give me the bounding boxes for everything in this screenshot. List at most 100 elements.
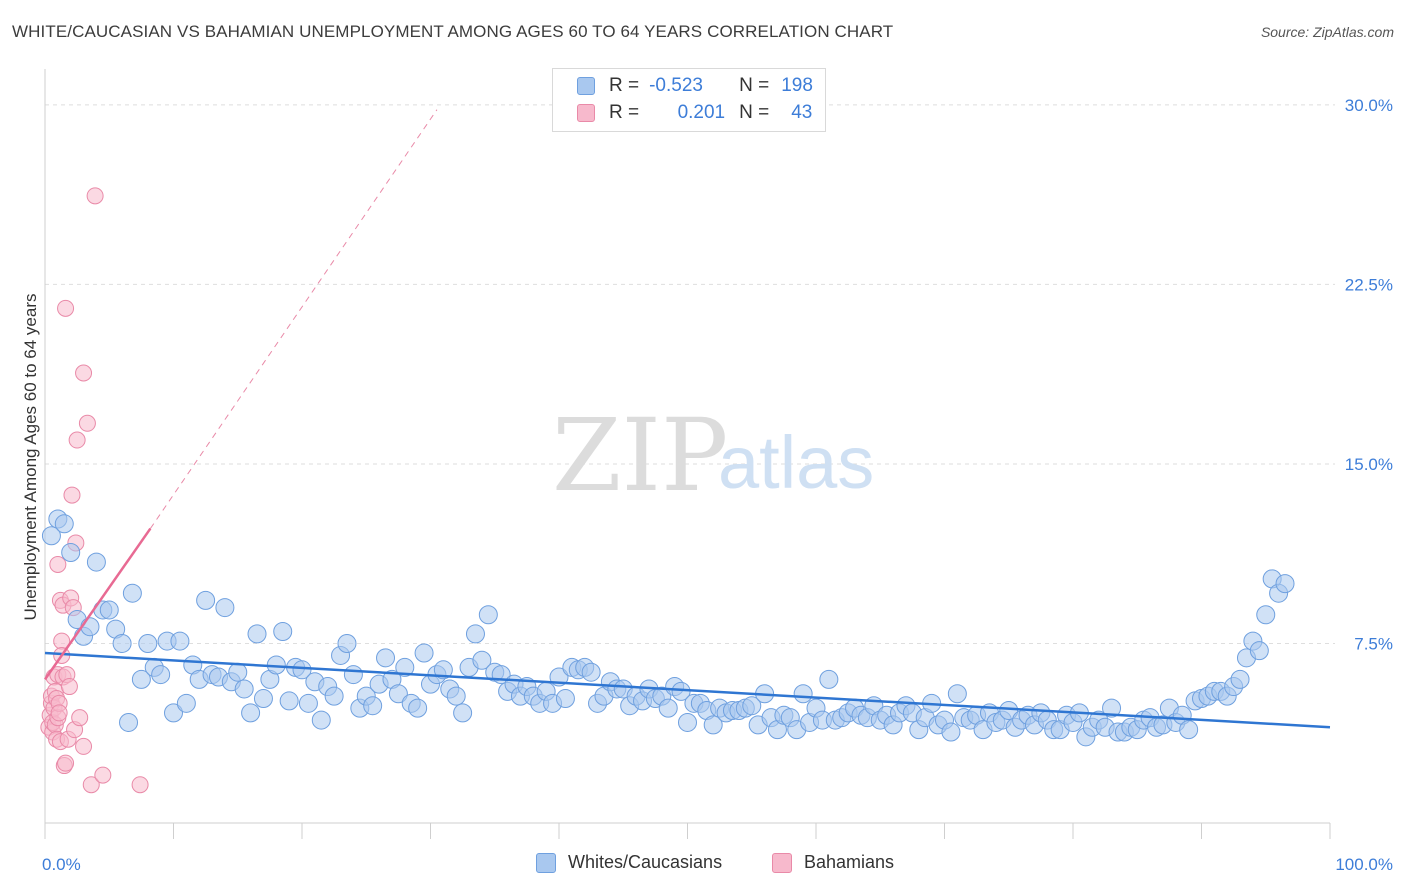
white-data-point	[465, 624, 485, 644]
white-points	[41, 509, 1295, 747]
bahamian-legend-icon	[772, 852, 792, 873]
bahamian-data-point	[50, 704, 68, 722]
bahamian-data-point	[82, 776, 100, 794]
y-axis-label: Unemployment Among Ages 60 to 64 years	[21, 294, 40, 621]
legend-item-white: Whites/Caucasians	[536, 852, 722, 873]
white-data-point	[581, 662, 601, 682]
white-data-point	[363, 696, 383, 716]
y-tick-labels: 7.5% 15.0% 22.5% 30.0%	[1345, 96, 1393, 654]
legend-r-value: -0.523	[649, 75, 703, 96]
white-data-point	[234, 679, 254, 699]
legend-white-label: Whites/Caucasians	[568, 852, 723, 872]
white-data-point	[41, 526, 61, 546]
white-data-point	[941, 722, 961, 742]
x-tick-label: 0.0%	[42, 855, 81, 874]
white-data-point	[122, 583, 142, 603]
bahamian-data-point	[78, 414, 96, 432]
white-data-point	[1256, 605, 1276, 625]
x-tick-labels: 0.0% 100.0%	[42, 855, 1393, 874]
white-data-point	[164, 703, 183, 723]
watermark-atlas: atlas	[718, 421, 874, 504]
white-data-point	[292, 660, 312, 680]
white-data-point	[61, 543, 81, 563]
white-data-point	[112, 633, 132, 653]
legend-bahamian-label: Bahamians	[804, 852, 895, 872]
white-swatch-icon	[577, 77, 595, 95]
white-data-point	[247, 624, 267, 644]
correlation-legend: R = -0.523 N = 198 R = 0.201 N = 43	[552, 68, 826, 132]
white-data-point	[819, 669, 839, 689]
white-data-point	[703, 715, 723, 735]
bahamian-data-point	[75, 737, 93, 755]
legend-row-white: R = -0.523 N = 198	[577, 73, 813, 99]
white-legend-icon	[536, 852, 556, 873]
y-tick-label: 30.0%	[1345, 96, 1393, 115]
bahamian-data-point	[68, 431, 86, 449]
white-data-point	[131, 669, 151, 689]
series-legend: Whites/Caucasians Bahamians	[0, 852, 1406, 878]
bahamian-data-point	[71, 709, 89, 727]
bahamian-trendline	[43, 527, 152, 681]
watermark-zip: ZIP	[552, 397, 728, 514]
bahamian-data-point	[57, 754, 75, 772]
white-data-point	[170, 631, 190, 651]
white-data-point	[446, 686, 466, 706]
white-data-point	[215, 598, 235, 618]
white-data-point	[298, 693, 318, 713]
white-data-point	[1179, 720, 1199, 740]
white-data-point	[228, 662, 248, 682]
white-data-point	[433, 660, 453, 680]
bahamian-points	[40, 187, 149, 794]
gridlines	[45, 104, 1335, 644]
white-data-point	[54, 514, 74, 534]
chart-title: WHITE/CAUCASIAN VS BAHAMIAN UNEMPLOYMENT…	[12, 22, 894, 41]
white-data-point	[555, 689, 575, 709]
white-data-point	[1102, 698, 1122, 718]
white-data-point	[273, 622, 293, 642]
white-data-point	[742, 696, 762, 716]
legend-n-label: N =	[739, 102, 770, 123]
white-data-point	[80, 617, 100, 637]
white-data-point	[324, 686, 344, 706]
bahamian-data-point	[75, 364, 93, 382]
bahamian-trendline-extension	[149, 109, 438, 529]
trendlines	[43, 109, 1331, 729]
legend-n-value: 43	[791, 102, 813, 123]
bahamian-data-point	[57, 299, 75, 317]
white-data-point	[793, 684, 813, 704]
bahamian-swatch-icon	[577, 104, 595, 122]
legend-item-bahamian: Bahamians	[772, 852, 894, 873]
white-data-point	[414, 643, 434, 663]
white-data-point	[678, 712, 697, 732]
white-data-point	[119, 712, 139, 732]
y-tick-label: 15.0%	[1345, 455, 1393, 474]
white-data-point	[388, 684, 408, 704]
white-data-point	[395, 657, 415, 677]
white-data-point	[999, 700, 1019, 720]
white-data-point	[86, 552, 106, 572]
white-data-point	[408, 698, 428, 718]
source-label: Source: ZipAtlas.com	[1260, 24, 1394, 40]
bahamian-data-point	[49, 555, 67, 573]
white-data-point	[376, 648, 396, 668]
white-data-point	[138, 633, 158, 653]
white-data-point	[453, 703, 473, 723]
legend-r-value: 0.201	[677, 102, 726, 123]
white-trendline	[44, 651, 1331, 729]
white-data-point	[176, 693, 196, 713]
bahamian-data-point	[60, 678, 78, 696]
white-data-point	[99, 600, 119, 620]
bahamian-data-point	[86, 187, 104, 205]
white-data-point	[337, 633, 357, 653]
white-data-point	[151, 665, 171, 685]
white-data-point	[478, 605, 498, 625]
legend-r-label: R =	[609, 75, 640, 96]
legend-r-label: R =	[609, 102, 640, 123]
bahamian-data-point	[63, 486, 81, 504]
legend-row-bahamian: R = 0.201 N = 43	[577, 100, 812, 126]
white-data-point	[196, 590, 216, 610]
legend-n-value: 198	[781, 75, 813, 96]
white-data-point	[311, 710, 331, 730]
white-data-point	[1230, 669, 1250, 689]
